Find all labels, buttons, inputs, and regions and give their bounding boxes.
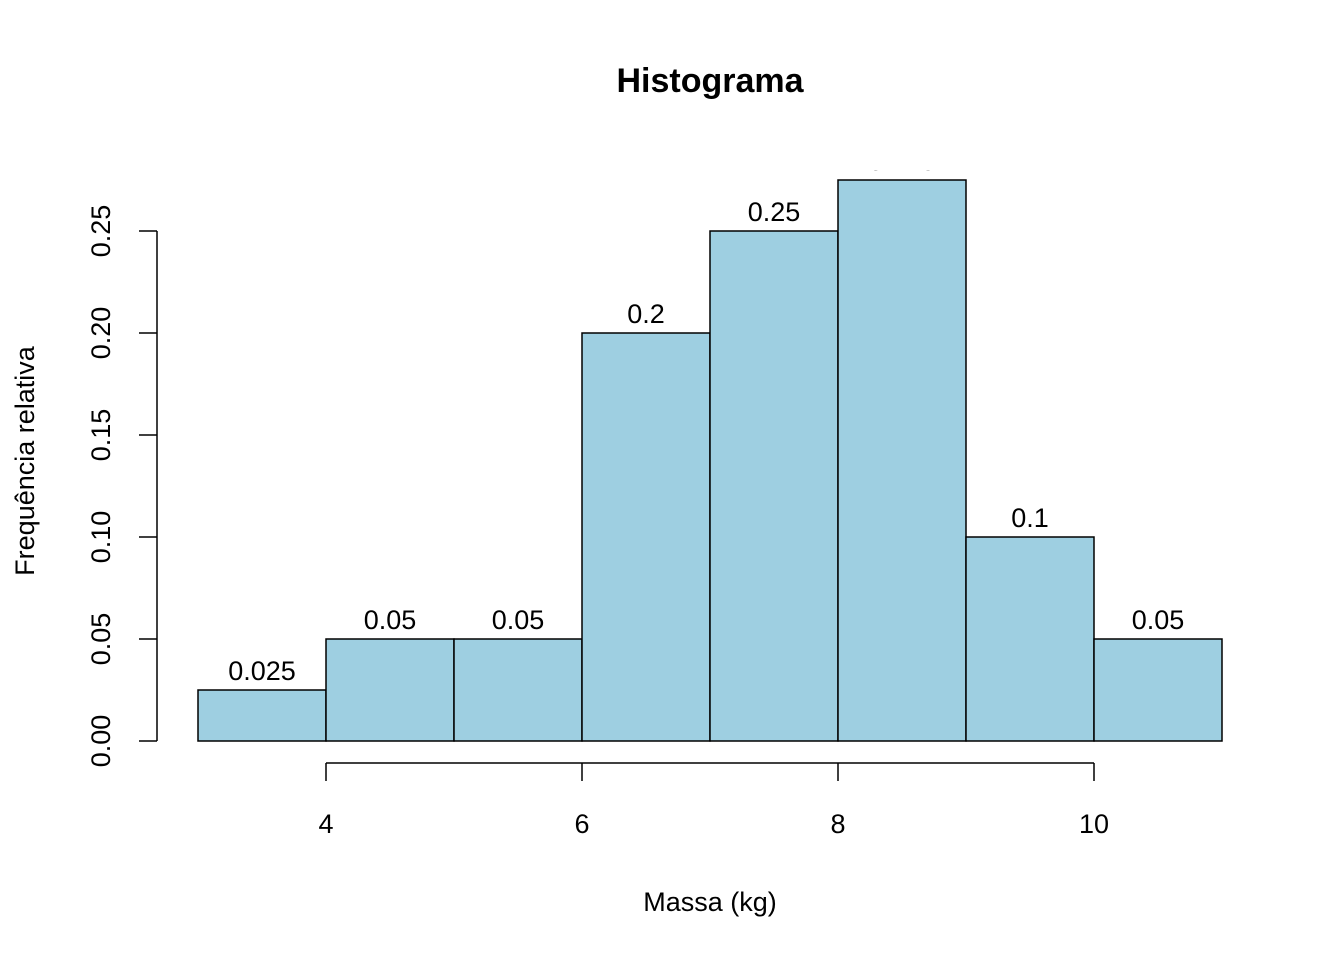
title-clip-mask <box>0 0 1344 170</box>
y-axis: 0.00 0.05 0.10 0.15 0.20 0.25 <box>86 205 158 768</box>
histogram-bar <box>453 638 583 742</box>
bar-value-label: 0.05 <box>492 605 545 635</box>
y-tick-label: 0.00 <box>86 715 116 768</box>
bar-value-label: 0.05 <box>1132 605 1185 635</box>
y-tick-label: 0.05 <box>86 613 116 666</box>
x-tick-label: 6 <box>574 809 589 839</box>
x-axis: 4 6 8 10 <box>318 762 1109 839</box>
histogram-bar <box>197 689 327 742</box>
bar-value-label: 0.1 <box>1011 503 1049 533</box>
bar-value-label: 0.2 <box>627 299 665 329</box>
y-axis-label: Frequência relativa <box>10 345 40 576</box>
y-tick-label: 0.15 <box>86 409 116 462</box>
bar-value-label: 0.25 <box>748 197 801 227</box>
histogram-bar <box>1093 638 1223 742</box>
histogram-bar <box>965 536 1095 742</box>
bar-value-label: 0.025 <box>228 656 296 686</box>
histogram-bar <box>581 332 711 742</box>
x-axis-label: Massa (kg) <box>643 887 777 917</box>
y-tick-label: 0.20 <box>86 307 116 360</box>
bar-value-label: 0.05 <box>364 605 417 635</box>
x-tick-label: 8 <box>830 809 845 839</box>
x-tick-label: 10 <box>1079 809 1109 839</box>
chart-title: Histograma <box>616 62 804 100</box>
bars-group <box>197 179 1223 742</box>
y-tick-label: 0.10 <box>86 511 116 564</box>
y-tick-label: 0.25 <box>86 205 116 258</box>
histogram-bar <box>709 230 839 742</box>
x-tick-label: 4 <box>318 809 333 839</box>
histogram-bar <box>325 638 455 742</box>
histogram-bar <box>837 179 967 742</box>
